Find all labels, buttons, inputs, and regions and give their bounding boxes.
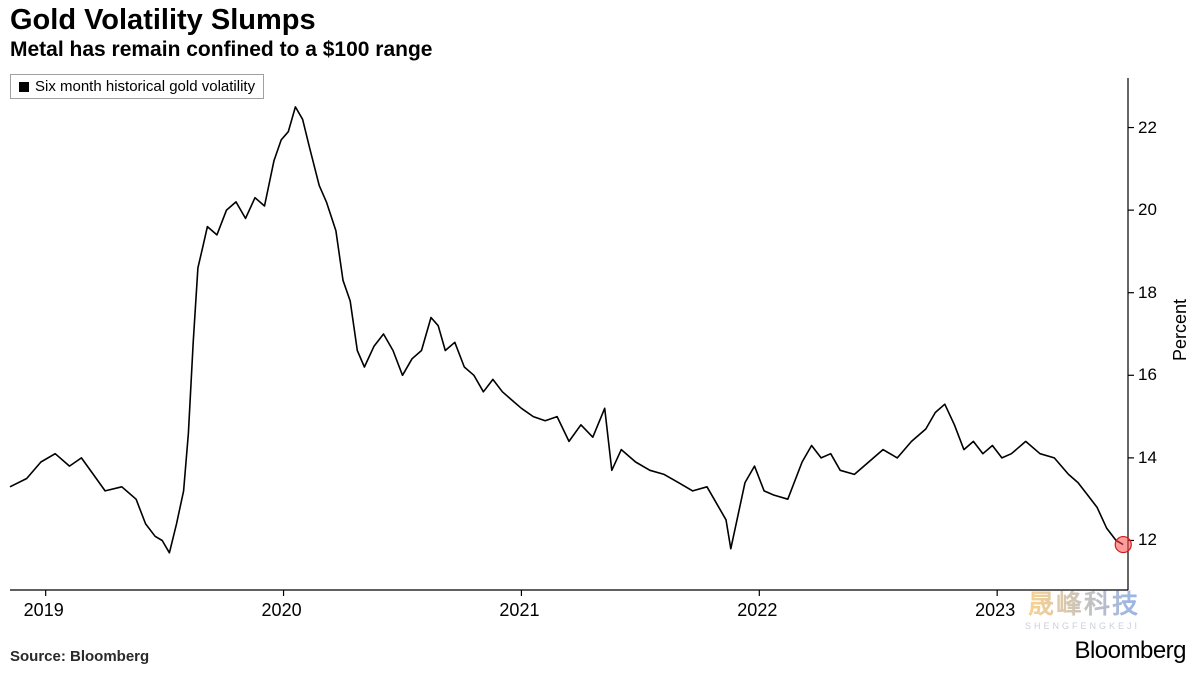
- y-tick-label: 12: [1138, 530, 1157, 550]
- x-tick-label: 2019: [24, 600, 64, 621]
- watermark-sub: SHENGFENGKEJI: [1025, 621, 1140, 631]
- y-tick-label: 14: [1138, 448, 1157, 468]
- y-tick-label: 22: [1138, 118, 1157, 138]
- y-axis-title: Percent: [1170, 299, 1191, 361]
- y-tick-label: 16: [1138, 365, 1157, 385]
- x-tick-label: 2021: [499, 600, 539, 621]
- x-tick-label: 2020: [262, 600, 302, 621]
- chart-svg: [0, 0, 1200, 675]
- x-tick-label: 2022: [737, 600, 777, 621]
- series-end-marker: [1115, 537, 1131, 553]
- line-series: [10, 107, 1123, 553]
- y-tick-label: 18: [1138, 283, 1157, 303]
- x-tick-label: 2023: [975, 600, 1015, 621]
- y-tick-label: 20: [1138, 200, 1157, 220]
- chart-container: { "title": "Gold Volatility Slumps", "su…: [0, 0, 1200, 675]
- source-attribution: Source: Bloomberg: [10, 648, 149, 665]
- brand-label: Bloomberg: [1074, 637, 1186, 665]
